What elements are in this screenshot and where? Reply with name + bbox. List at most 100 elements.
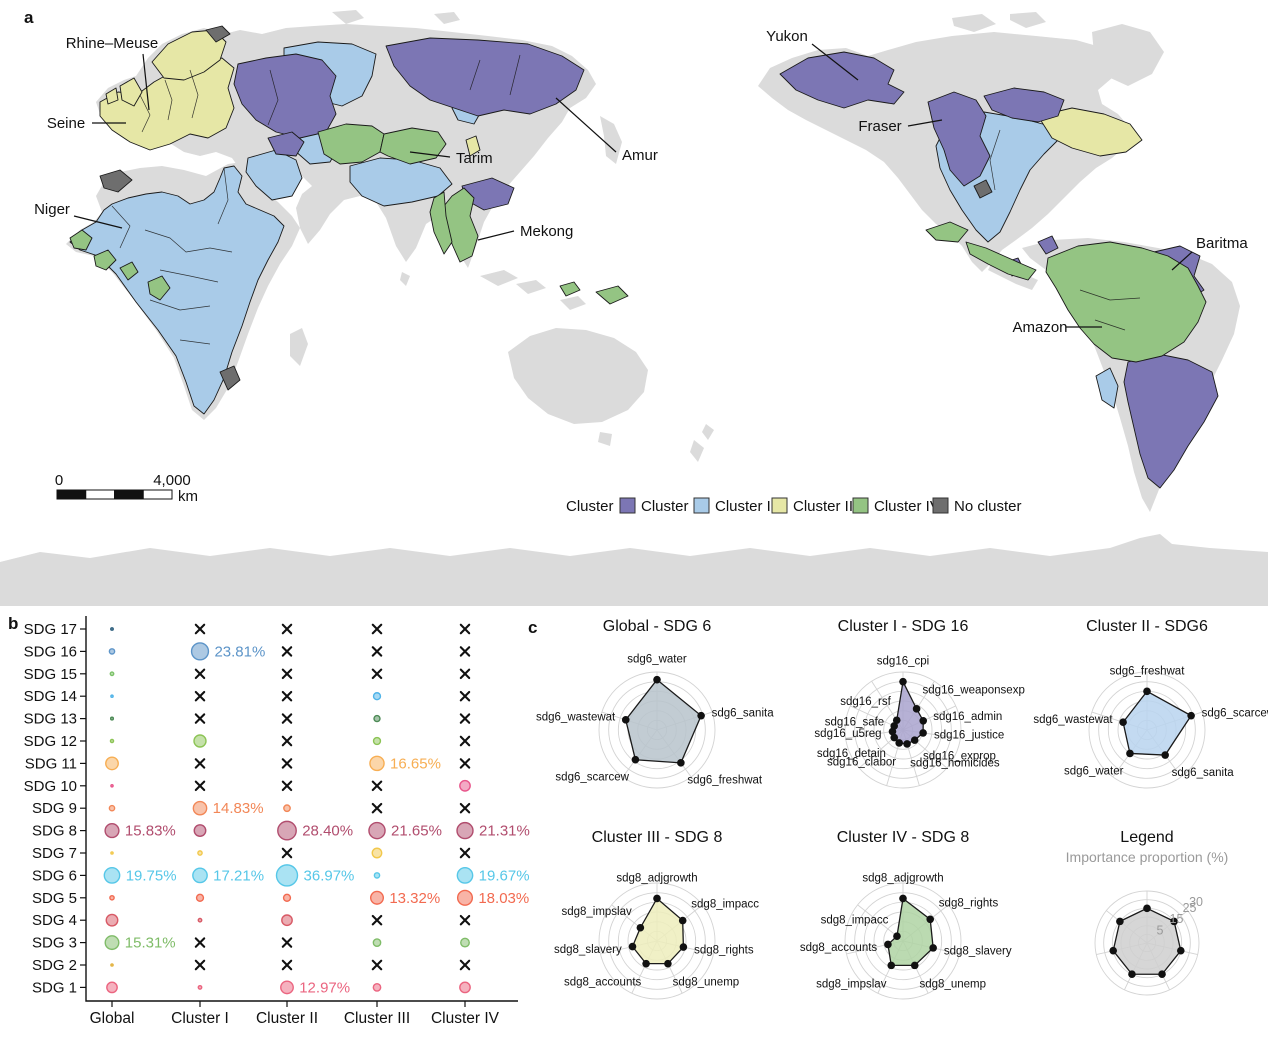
radar-polygon	[887, 896, 934, 966]
bubble	[368, 821, 386, 840]
row-label: SDG 6	[32, 867, 77, 884]
panel-a-label: a	[24, 8, 34, 27]
radar-vertex-dot	[910, 735, 919, 744]
radar-vertex-dot	[1126, 749, 1134, 757]
row-label: SDG 17	[24, 621, 77, 638]
missing-marker	[281, 623, 293, 635]
bubble	[197, 850, 203, 856]
radar-vertex-dot	[895, 738, 903, 747]
radar-vertex-dot	[890, 721, 899, 730]
bubble	[372, 938, 382, 947]
landmass-new-zealand	[690, 424, 714, 462]
bubble	[192, 800, 208, 816]
row-label: SDG 12	[24, 733, 77, 750]
label-seine: Seine	[47, 115, 85, 132]
label-fraser: Fraser	[858, 118, 901, 135]
radar-vertex-dot	[899, 677, 907, 686]
bubble	[372, 736, 382, 746]
basin-mexico-gray	[973, 179, 993, 199]
missing-marker	[281, 646, 293, 657]
bubble	[283, 804, 291, 813]
scale-end: 4,000	[153, 472, 191, 489]
missing-marker	[194, 623, 206, 635]
radar-vertex-dot	[1176, 946, 1185, 955]
radar-axis-label: sdg16_detain	[817, 747, 886, 759]
legend-title: Cluster	[566, 498, 614, 515]
radar-vertex-dot	[1116, 917, 1124, 925]
basin-nelson	[983, 87, 1065, 123]
bubble	[109, 738, 115, 744]
radar-axis-label: sdg16_clabor	[827, 756, 896, 768]
radar-title: Global - SDG 6	[602, 618, 712, 635]
basins-cluster-iv	[69, 123, 1207, 363]
missing-marker	[194, 713, 206, 724]
row-label: SDG 5	[32, 890, 77, 907]
bubble	[192, 867, 208, 884]
radar-axis-label: sdg16_justice	[934, 729, 1004, 741]
missing-marker	[371, 802, 383, 814]
radar-vertex-dot	[903, 739, 911, 748]
basin-mekong	[443, 187, 479, 263]
row-label: SDG 1	[32, 979, 77, 996]
radar-cluster-i-sdg16: Cluster I - SDG 16 sdg16_cpi sdg16_weapon…	[780, 612, 1026, 820]
missing-marker	[459, 623, 471, 635]
radar-vertex-dot	[892, 716, 901, 724]
radar-vertex-dot	[1158, 970, 1166, 978]
legend-swatch-no-cluster	[932, 497, 949, 514]
basin-yukon	[779, 51, 905, 109]
radar-vertex-dot	[1161, 750, 1169, 759]
radar-legend-title: Legend	[1120, 829, 1174, 846]
radar-vertex-dot	[1187, 711, 1195, 720]
radar-axis-label: sdg16_homicides	[910, 757, 1000, 769]
bubble-value-label: 15.83%	[125, 823, 176, 840]
bubble	[105, 913, 119, 927]
landmass-indonesia	[400, 270, 586, 310]
basin-andes-west	[1095, 367, 1119, 409]
basin-guinea-3	[119, 261, 139, 281]
bubble	[109, 716, 115, 721]
missing-marker	[281, 758, 293, 769]
radar-cluster-iv-sdg8: Cluster IV - SDG 8 sdg8_adjgrowth sdg8_ri…	[780, 823, 1026, 1031]
bubble	[372, 983, 382, 992]
radar-vertex-dot	[697, 711, 705, 720]
basin-stlawrence	[1037, 107, 1143, 157]
radar-chart: sdg6_water sdg6_sanita sdg6_freshwat sdg6_s…	[536, 653, 774, 789]
bubble	[104, 935, 120, 951]
row-label: SDG 16	[24, 643, 77, 660]
bubble	[190, 642, 210, 661]
radar-vertex-dot	[890, 733, 899, 741]
label-amazon: Amazon	[1012, 319, 1067, 336]
radar-axis-label: sdg8_adjgrowth	[862, 872, 943, 884]
radar-polygon	[625, 678, 702, 764]
bubble	[193, 824, 207, 838]
sub-basin-borders	[111, 54, 1141, 345]
radar-axis-label: sdg8_impacc	[821, 914, 889, 926]
bubble-value-label: 19.75%	[126, 867, 177, 884]
bubble-matrix-svg: SDG 17 SDG 16 23.81% SDG 15 SDG 14 SDG 13 SDG …	[24, 616, 530, 1027]
radar-axis-label: sdg8_slavery	[554, 944, 622, 956]
bubble	[108, 804, 116, 812]
missing-marker	[459, 914, 471, 926]
missing-marker	[281, 735, 293, 747]
panel-c-radar-grid: Global - SDG 6 sdg6_water sdg6_sanita sdg6…	[534, 612, 1268, 1034]
radar-vertex-dot	[926, 915, 935, 923]
basin-caucasus	[267, 131, 305, 157]
radar-axis-label: sdg8_rights	[939, 897, 999, 909]
label-tarim: Tarim	[456, 150, 493, 167]
radar-chart: sdg16_cpi sdg16_weaponsexp sdg16_admin sdg1…	[814, 655, 1025, 789]
missing-marker	[194, 690, 206, 702]
radar-axis-label: sdg8_accounts	[800, 941, 878, 953]
bubble	[456, 889, 474, 906]
missing-marker	[459, 847, 471, 859]
radar-axis-label: sdg6_scarcew	[555, 771, 629, 783]
panel-b-label: b	[8, 614, 19, 633]
radar-axis-label: sdg8_impacc	[691, 898, 759, 910]
radar-vertex-dot	[1170, 917, 1178, 925]
radar-title: Cluster III - SDG 8	[591, 829, 723, 846]
radar-axis-label: sdg6_water	[1064, 765, 1124, 777]
radar-vertex-dot	[884, 940, 892, 948]
radar-axis-label: sdg8_adjgrowth	[616, 872, 697, 884]
legend-label-no-cluster: No cluster	[954, 498, 1022, 515]
river-basins	[69, 25, 1219, 489]
